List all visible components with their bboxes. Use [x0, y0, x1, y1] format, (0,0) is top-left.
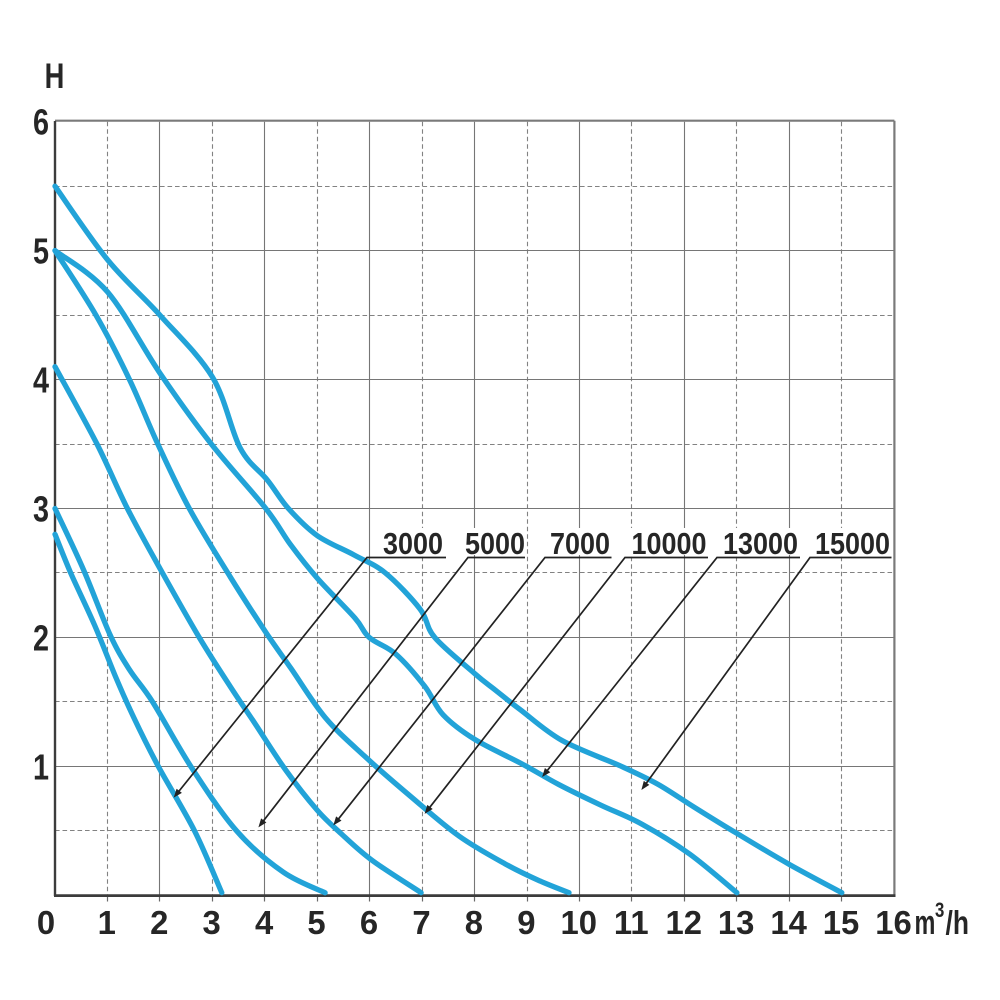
svg-text:3: 3 — [203, 905, 221, 942]
svg-text:5: 5 — [307, 905, 325, 942]
svg-text:3000: 3000 — [383, 527, 443, 561]
svg-text:11: 11 — [614, 905, 649, 942]
svg-text:2: 2 — [33, 617, 49, 658]
svg-text:3: 3 — [33, 488, 49, 529]
svg-text:6: 6 — [360, 905, 378, 942]
svg-text:14: 14 — [770, 905, 807, 942]
svg-text:16: 16 — [875, 905, 912, 942]
svg-text:2: 2 — [150, 905, 168, 942]
svg-text:4: 4 — [255, 905, 274, 942]
svg-text:0: 0 — [37, 905, 55, 942]
svg-text:13000: 13000 — [723, 527, 798, 561]
svg-text:H: H — [45, 57, 65, 96]
svg-text:8: 8 — [465, 905, 483, 942]
svg-text:m: m — [915, 905, 936, 942]
svg-text:10000: 10000 — [632, 527, 707, 561]
svg-text:1: 1 — [33, 746, 49, 787]
svg-text:7000: 7000 — [550, 527, 610, 561]
svg-text:10: 10 — [561, 905, 598, 942]
svg-text:3: 3 — [935, 899, 944, 922]
svg-text:15000: 15000 — [815, 527, 890, 561]
svg-text:7: 7 — [412, 905, 430, 942]
svg-text:9: 9 — [517, 905, 535, 942]
svg-text:5: 5 — [33, 230, 49, 271]
svg-text:13: 13 — [718, 905, 755, 942]
svg-text:5000: 5000 — [465, 527, 525, 561]
svg-text:12: 12 — [665, 905, 702, 942]
svg-text:1: 1 — [98, 905, 116, 942]
svg-text:6: 6 — [33, 102, 49, 143]
svg-text:/h: /h — [946, 905, 969, 941]
svg-text:4: 4 — [33, 359, 49, 400]
svg-text:15: 15 — [823, 905, 860, 942]
